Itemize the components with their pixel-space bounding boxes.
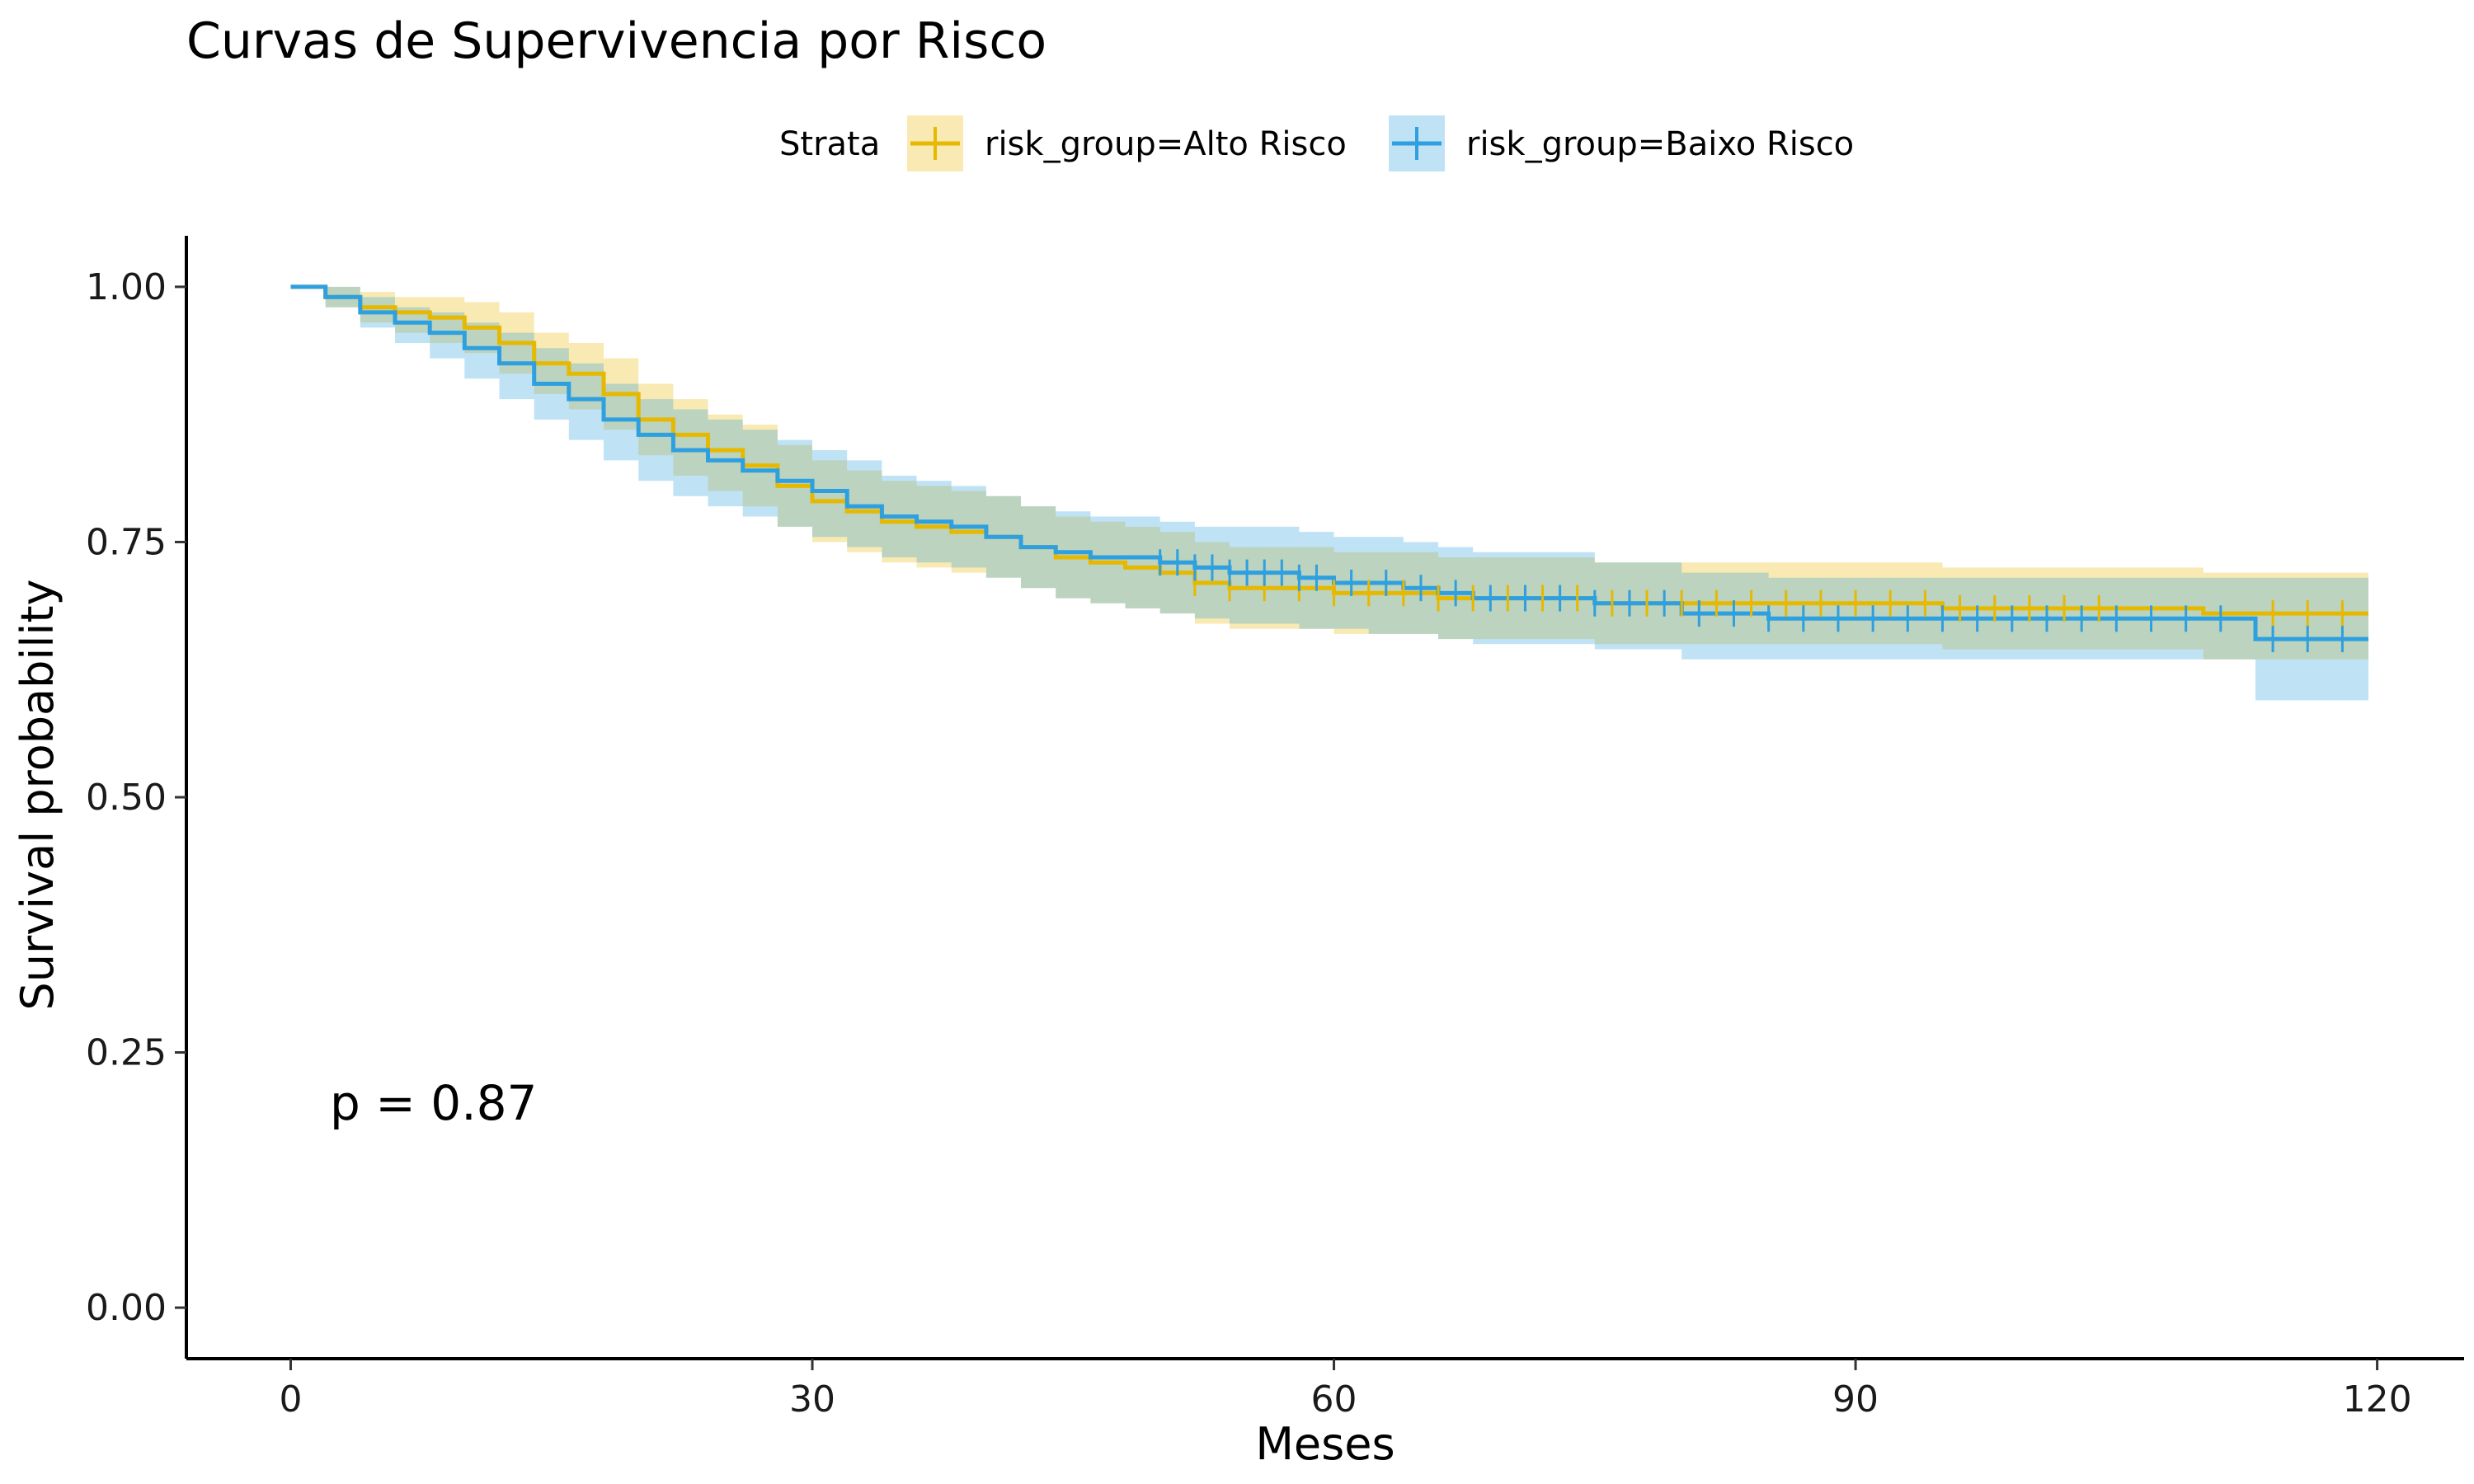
x-tick-label: 90 bbox=[1832, 1378, 1879, 1421]
chart-title: Curvas de Supervivencia por Risco bbox=[186, 12, 1047, 70]
y-tick-label: 0.25 bbox=[86, 1032, 167, 1074]
legend-item-1: risk_group=Alto Risco bbox=[907, 115, 1347, 171]
survival-line-2 bbox=[290, 284, 2368, 641]
y-tick-label: 1.00 bbox=[86, 266, 167, 308]
p-value-annotation: p = 0.87 bbox=[330, 1075, 537, 1131]
x-axis-title: Meses bbox=[1255, 1418, 1395, 1470]
legend-label: risk_group=Baixo Risco bbox=[1466, 125, 1854, 163]
legend-label: risk_group=Alto Risco bbox=[985, 125, 1347, 163]
x-tick-label: 60 bbox=[1311, 1378, 1357, 1421]
censor-marks bbox=[1159, 549, 2344, 653]
x-tick-label: 0 bbox=[280, 1378, 303, 1421]
x-tick-label: 30 bbox=[789, 1378, 835, 1421]
y-tick-label: 0.50 bbox=[86, 777, 167, 819]
legend-item-2: risk_group=Baixo Risco bbox=[1389, 115, 1854, 171]
confidence-band-2 bbox=[290, 286, 2368, 701]
axes: 0.00 0.25 0.50 0.75 1.00 0 30 60 90 120 bbox=[86, 236, 2464, 1421]
x-tick-label: 120 bbox=[2343, 1378, 2412, 1421]
confidence-bands bbox=[290, 286, 2368, 701]
y-tick-label: 0.75 bbox=[86, 521, 167, 563]
confidence-band-1 bbox=[290, 286, 2368, 660]
legend-title: Strata bbox=[779, 125, 880, 163]
x-ticks: 0 30 60 90 120 bbox=[280, 1359, 2412, 1421]
y-tick-label: 0.00 bbox=[86, 1287, 167, 1329]
y-ticks: 0.00 0.25 0.50 0.75 1.00 bbox=[86, 266, 186, 1329]
y-axis-title: Survival probability bbox=[12, 580, 63, 1011]
survival-curves bbox=[290, 284, 2368, 641]
legend: Strata risk_group=Alto Risco risk_group=B… bbox=[779, 115, 1854, 171]
